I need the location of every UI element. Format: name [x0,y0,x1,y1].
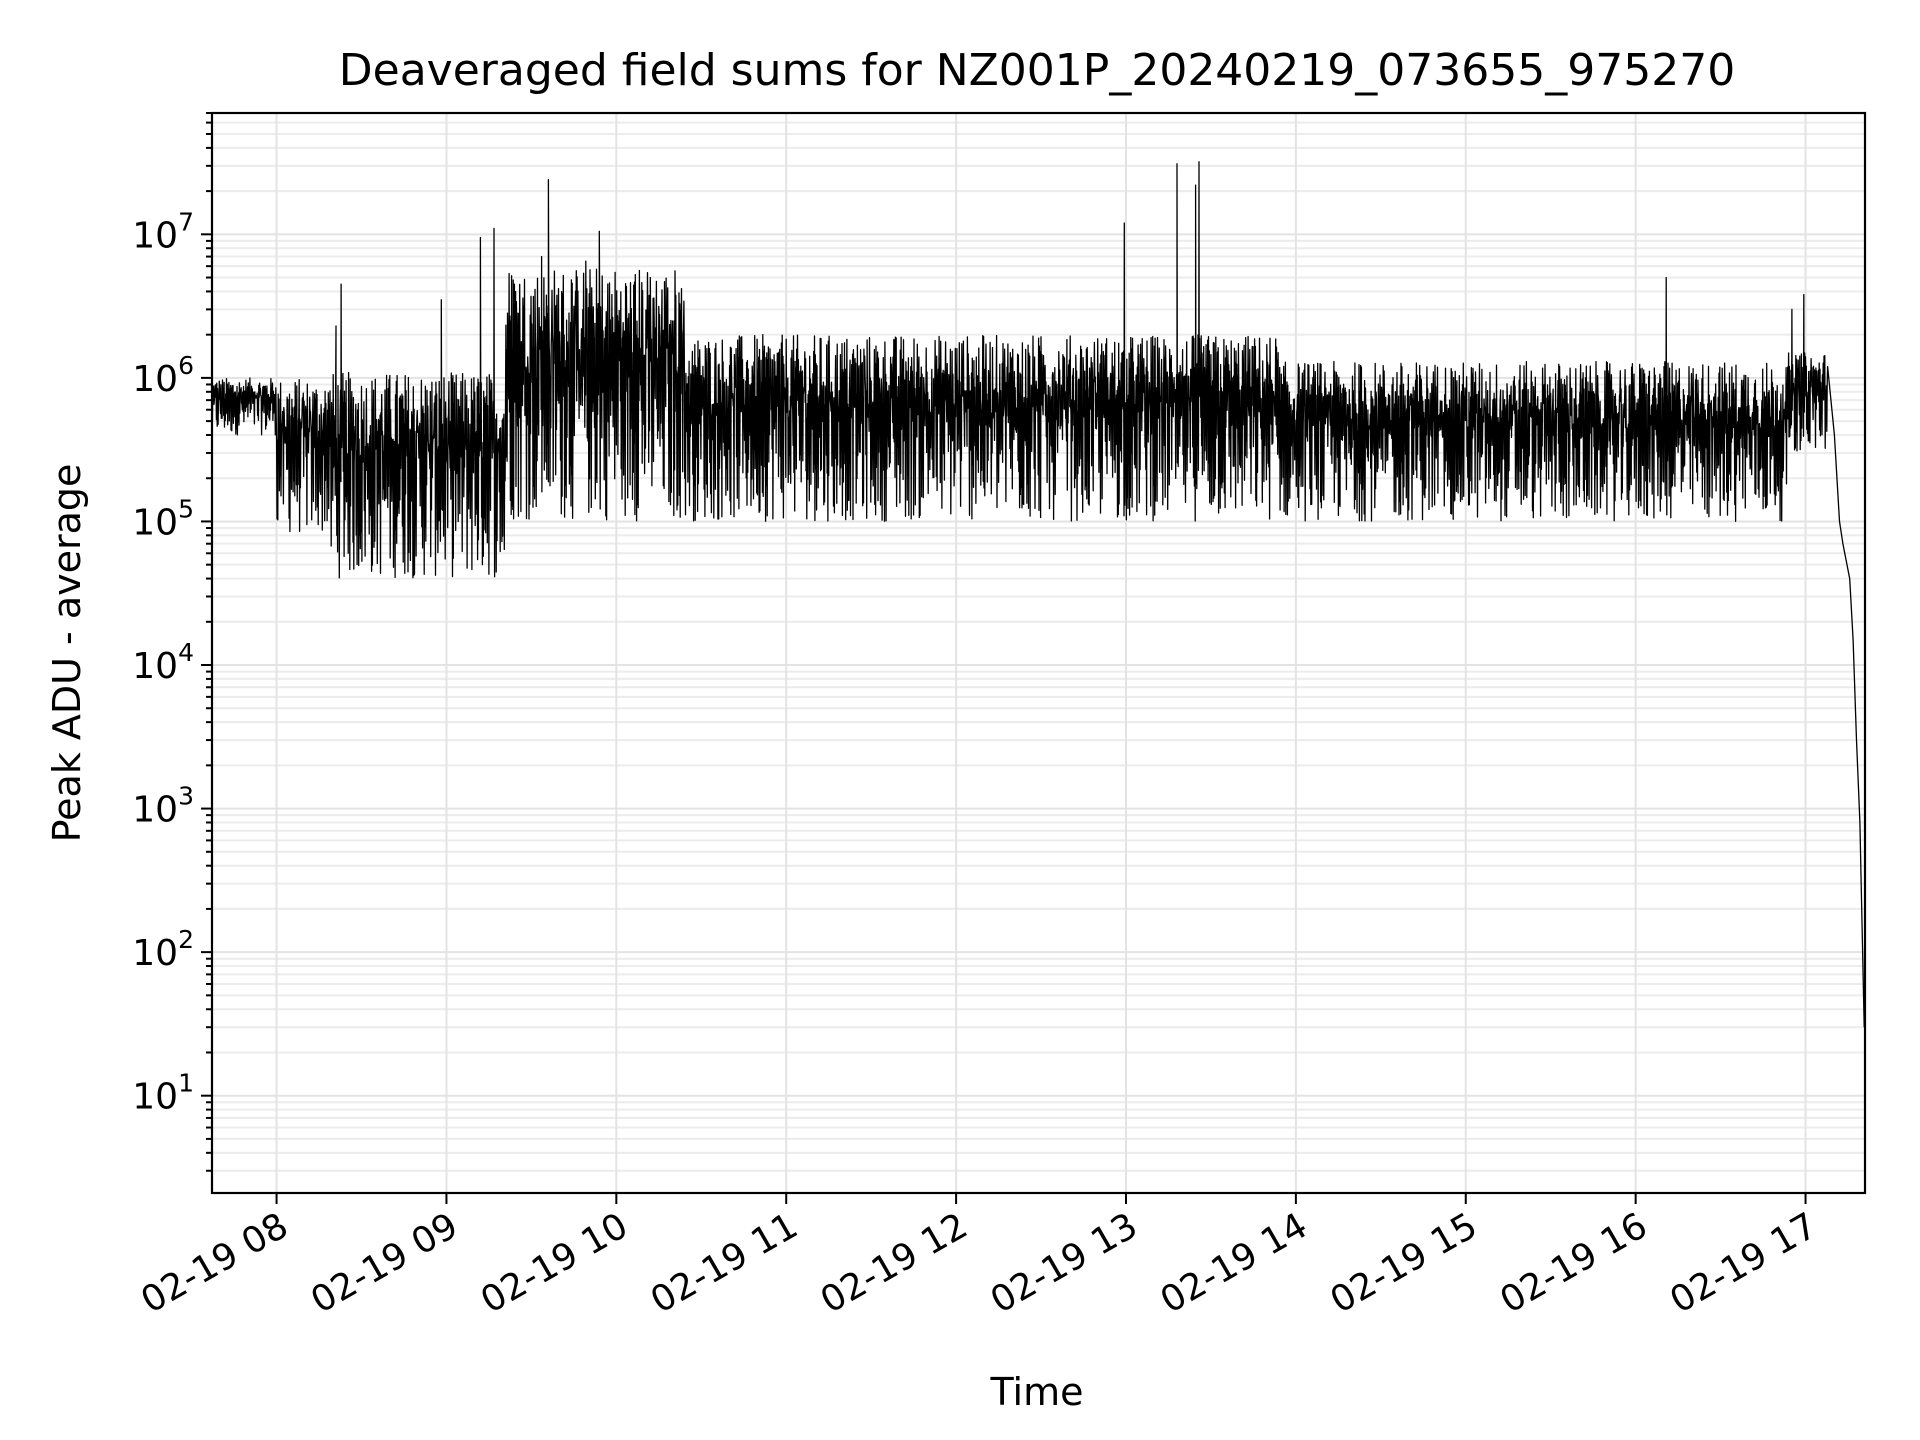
x-tick-label: 02-19 13 [984,1205,1145,1321]
x-tick-label: 02-19 09 [304,1205,465,1321]
y-tick-label: 107 [132,207,194,256]
y-axis: 101 102 103 104 105 106 107 [132,112,212,1172]
x-tick-label: 02-19 15 [1324,1205,1485,1321]
x-tick-label: 02-19 11 [644,1205,805,1321]
y-axis-label: Peak ADU - average [45,464,89,843]
y-tick-label: 101 [132,1069,194,1118]
series-line [211,161,1865,1028]
x-tick-label: 02-19 10 [474,1205,635,1321]
y-tick-label: 106 [132,351,194,400]
series-layer [211,161,1865,1028]
x-tick-label: 02-19 16 [1493,1205,1654,1321]
x-tick-label: 02-19 12 [814,1205,975,1321]
chart-title: Deaveraged field sums for NZ001P_2024021… [339,45,1735,96]
x-axis: 02-19 08 02-19 09 02-19 10 02-19 11 02-19 12… [134,1193,1824,1322]
y-tick-label: 103 [132,782,194,831]
y-tick-label: 102 [132,925,194,974]
x-tick-label: 02-19 08 [134,1205,295,1321]
x-tick-label: 02-19 14 [1154,1205,1315,1321]
y-tick-label: 105 [132,494,194,543]
grid [212,112,1865,1193]
x-axis-label: Time [990,1370,1084,1414]
y-tick-label: 104 [132,638,194,687]
x-tick-label: 02-19 17 [1663,1205,1824,1321]
plot-frame [210,111,1867,1195]
